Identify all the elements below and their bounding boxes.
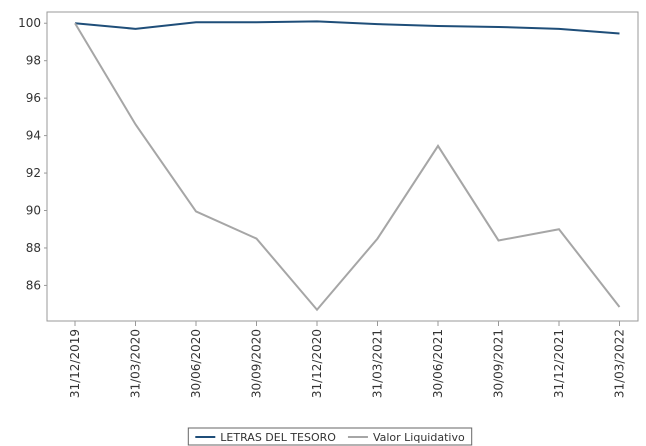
y-tick-label: 92 <box>26 166 41 180</box>
x-tick-label: 31/03/2021 <box>371 329 385 398</box>
series-line <box>74 20 620 35</box>
legend-label: Valor Liquidativo <box>373 431 465 444</box>
y-tick-label: 90 <box>26 204 41 218</box>
y-tick-label: 96 <box>26 91 41 105</box>
x-tick-label: 31/03/2020 <box>129 329 143 398</box>
legend: LETRAS DEL TESORO Valor Liquidativo <box>187 427 473 446</box>
y-tick-label: 98 <box>26 54 41 68</box>
x-tick-label: 31/12/2019 <box>68 329 82 398</box>
x-tick-label: 30/09/2020 <box>250 329 264 398</box>
plot-frame <box>46 11 639 322</box>
legend-label: LETRAS DEL TESORO <box>220 431 336 444</box>
series-line <box>74 22 621 312</box>
x-tick-label: 30/09/2021 <box>492 329 506 398</box>
legend-box <box>187 427 473 446</box>
x-tick-label: 31/12/2021 <box>552 329 566 398</box>
y-tick-label: 88 <box>26 241 41 255</box>
x-tick-label: 30/06/2021 <box>431 329 445 398</box>
y-tick-label: 100 <box>18 16 41 30</box>
x-tick-label: 31/12/2020 <box>310 329 324 398</box>
x-tick-label: 31/03/2022 <box>613 329 627 398</box>
y-tick-label: 86 <box>26 278 41 292</box>
x-tick-label: 30/06/2020 <box>189 329 203 398</box>
y-tick-label: 94 <box>26 129 41 143</box>
